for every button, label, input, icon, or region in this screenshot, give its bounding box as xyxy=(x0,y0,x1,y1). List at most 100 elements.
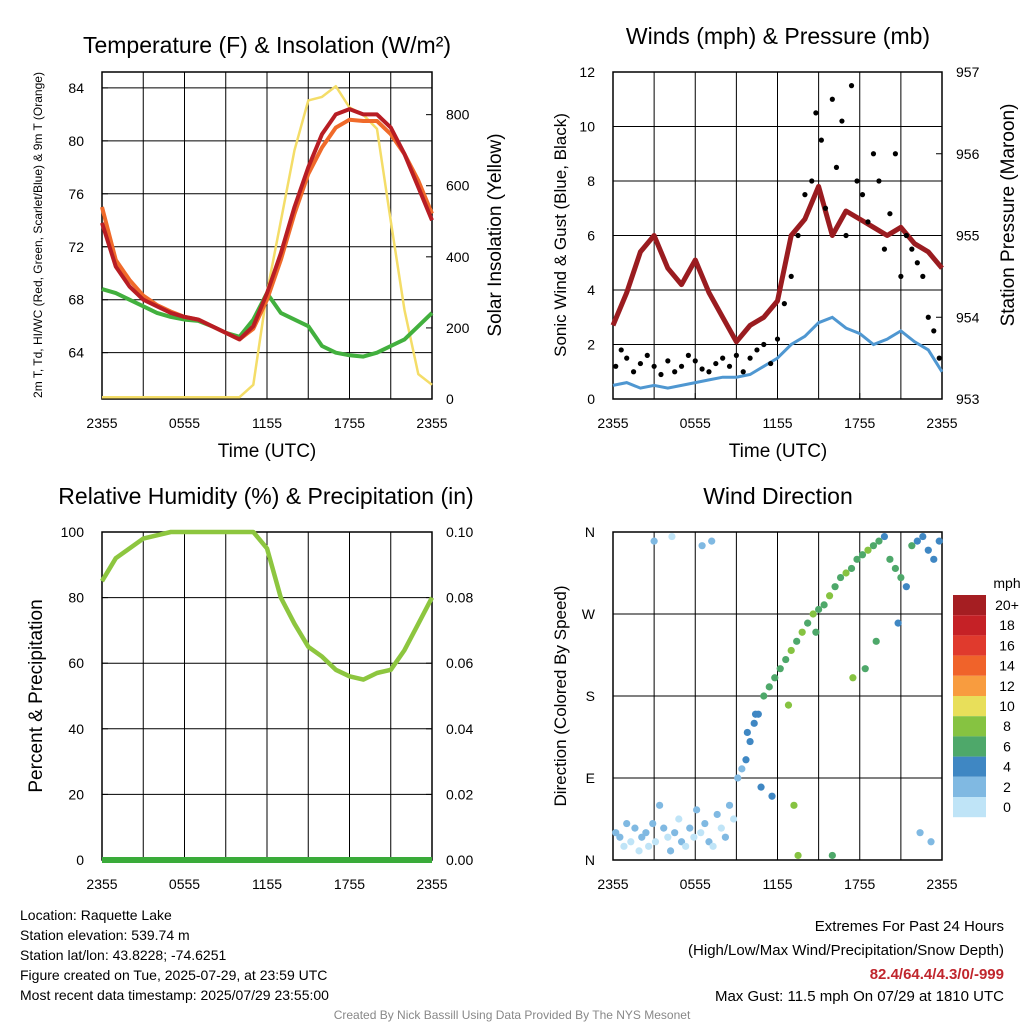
gust-point xyxy=(892,151,898,157)
y-tick-label-right: 0 xyxy=(446,391,454,407)
y-tick-label: 0 xyxy=(76,852,84,868)
extremes-values: 82.4/64.4/4.3/0/-999 xyxy=(869,966,1004,983)
direction-point xyxy=(649,819,657,828)
direction-point xyxy=(804,619,812,627)
gust-point xyxy=(747,355,753,361)
direction-point xyxy=(631,824,639,832)
extremes-title: Extremes For Past 24 Hours xyxy=(814,918,1004,935)
direction-point xyxy=(798,628,806,636)
direction-point xyxy=(924,546,932,554)
direction-point xyxy=(645,842,653,850)
gust-point xyxy=(848,83,855,89)
y-tick-label: 100 xyxy=(61,524,85,540)
latlon-text: Station lat/lon: 43.8228; -74.6251 xyxy=(20,947,227,963)
direction-point xyxy=(650,537,658,545)
y-tick-label-right: 0.02 xyxy=(446,786,473,802)
x-tick-label: 0555 xyxy=(169,415,200,431)
created-text: Figure created on Tue, 2025-07-29, at 23… xyxy=(20,967,328,983)
direction-point xyxy=(656,801,664,809)
direction-point xyxy=(746,737,754,746)
legend-label: 6 xyxy=(1003,738,1011,754)
y-tick-label-right: 0.04 xyxy=(446,721,473,737)
gust-point xyxy=(795,232,801,239)
x-tick-label: 1755 xyxy=(334,415,365,431)
gust-point xyxy=(818,137,824,143)
gust-point xyxy=(881,246,888,252)
y-tick-label-right: 800 xyxy=(446,107,470,123)
direction-point xyxy=(853,555,861,563)
legend-swatch xyxy=(953,756,986,777)
gust-point xyxy=(903,232,909,239)
gust-point xyxy=(618,347,624,353)
x-tick-label: 2355 xyxy=(597,876,628,892)
gust-point xyxy=(733,352,739,358)
direction-point xyxy=(825,592,834,600)
direction-point xyxy=(660,824,668,832)
gust-point xyxy=(822,205,829,211)
direction-point xyxy=(757,783,765,791)
gust-point xyxy=(613,363,619,369)
direction-point xyxy=(861,665,869,673)
y-axis-label: Percent & Precipitation xyxy=(26,599,47,792)
direction-point xyxy=(790,801,798,809)
direction-point xyxy=(880,532,889,541)
direction-point xyxy=(709,842,717,850)
direction-point xyxy=(768,792,776,800)
gust-point xyxy=(685,352,691,358)
x-tick-label: 1155 xyxy=(252,876,282,892)
direction-point xyxy=(751,710,760,718)
x-tick-label: 2355 xyxy=(926,415,957,431)
y-tick-label-right: 953 xyxy=(956,391,980,407)
wind-line xyxy=(612,315,944,390)
gust-point xyxy=(829,96,835,102)
gust-point xyxy=(644,352,650,358)
y-tick-label: N xyxy=(585,524,595,540)
direction-point xyxy=(616,833,624,841)
extremes-subtitle: (High/Low/Max Wind/Precipitation/Snow De… xyxy=(688,942,1004,959)
direction-point xyxy=(842,569,850,577)
direction-point xyxy=(760,692,768,700)
direction-point xyxy=(734,774,742,782)
gust-point xyxy=(658,371,664,378)
direction-point xyxy=(831,583,839,591)
gust-point xyxy=(637,360,644,367)
x-tick-label: 1755 xyxy=(844,876,875,892)
x-tick-label: 1755 xyxy=(844,415,875,431)
gust-point xyxy=(788,273,794,279)
gust-point xyxy=(672,369,678,375)
direction-point xyxy=(698,542,706,550)
y-tick-label-right: 600 xyxy=(446,178,470,194)
credit-text: Created By Nick Bassill Using Data Provi… xyxy=(333,1008,691,1022)
direction-point xyxy=(935,537,943,545)
figure-canvas: 2355 0555 1155 1755 235564687276808402004006… xyxy=(26,23,1021,892)
direction-point xyxy=(765,683,773,691)
chart-title: Wind Direction xyxy=(703,483,853,509)
chart-title: Winds (mph) & Pressure (mb) xyxy=(626,23,930,49)
direction-point xyxy=(742,756,750,764)
x-tick-label: 1155 xyxy=(252,415,282,431)
y-axis-label: 2m T, Td, HI/WC (Red, Green, Scarlet/Blu… xyxy=(31,72,45,398)
direction-point xyxy=(713,810,721,819)
direction-point xyxy=(627,838,635,846)
y-tick-label: 72 xyxy=(68,239,84,255)
direction-point xyxy=(701,819,709,828)
direction-point xyxy=(894,619,902,627)
legend-label: 20+ xyxy=(995,597,1019,613)
series-line xyxy=(100,107,434,342)
direction-point xyxy=(750,719,758,727)
gust-point xyxy=(914,260,920,266)
direction-point xyxy=(847,564,856,573)
legend-label: 2 xyxy=(1003,779,1011,795)
direction-point xyxy=(908,542,916,550)
legend-label: 8 xyxy=(1003,718,1011,734)
direction-point xyxy=(916,829,924,837)
max-gust-text: Max Gust: 11.5 mph On 07/29 at 1810 UTC xyxy=(714,988,1004,1005)
legend-label: 18 xyxy=(999,617,1015,633)
direction-point xyxy=(686,824,694,832)
direction-point xyxy=(738,765,746,773)
x-tick-label: 1155 xyxy=(762,415,792,431)
gust-point xyxy=(740,369,746,375)
x-tick-label: 0555 xyxy=(169,876,200,892)
gust-point xyxy=(720,355,726,361)
direction-point xyxy=(671,829,679,837)
